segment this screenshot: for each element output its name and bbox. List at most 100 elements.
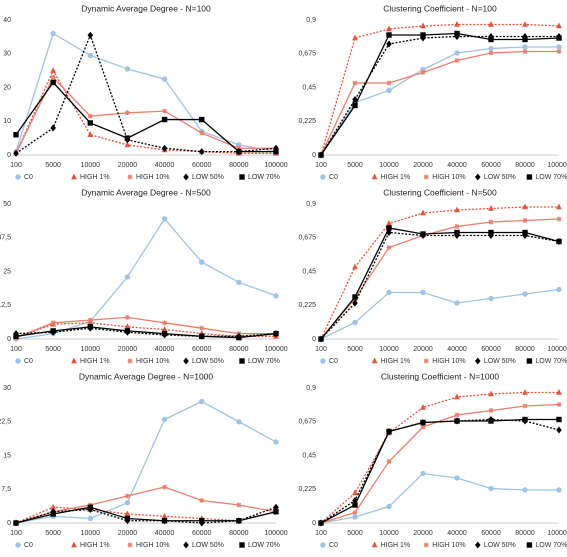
- x-tick-label: 60000: [192, 530, 212, 537]
- y-tick-label: 40: [3, 17, 11, 24]
- legend-label: HIGH 10%: [432, 174, 465, 181]
- marker: [420, 404, 426, 410]
- series-line: [15, 76, 276, 154]
- legend-marker: [526, 174, 533, 180]
- marker: [162, 320, 167, 326]
- y-tick-label: 20: [3, 84, 11, 91]
- y-tick-label: 0: [7, 520, 11, 527]
- marker: [199, 398, 205, 405]
- legend-marker: [423, 542, 429, 548]
- x-tick-label: 10000: [81, 530, 101, 537]
- legend-label: LOW 70%: [248, 542, 280, 549]
- marker: [161, 416, 168, 423]
- marker: [162, 484, 167, 490]
- marker: [87, 515, 93, 522]
- marker: [488, 21, 494, 27]
- x-tick-label: 10000: [81, 162, 101, 169]
- x-tick-label: 100: [10, 162, 22, 169]
- y-tick-label: 0,225: [298, 118, 316, 125]
- marker: [386, 32, 392, 38]
- series-line: [15, 32, 277, 153]
- marker: [273, 439, 279, 445]
- marker: [352, 514, 358, 520]
- x-tick-label: 20000: [118, 530, 138, 537]
- legend-label: HIGH 10%: [136, 174, 169, 181]
- x-tick-label: 80000: [515, 162, 535, 169]
- marker: [273, 148, 279, 155]
- legend-label: HIGH 1%: [381, 358, 411, 365]
- chart-title: Clustering Coefficient - N=500: [383, 187, 497, 197]
- legend-label: C0: [24, 542, 33, 549]
- legend-label: HIGH 1%: [381, 542, 411, 549]
- marker: [352, 263, 358, 270]
- marker: [236, 334, 242, 341]
- x-tick-label: 20000: [413, 346, 433, 353]
- y-tick-label: 22,5: [0, 419, 11, 426]
- series-line: [320, 32, 560, 156]
- marker: [454, 30, 460, 37]
- x-tick-label: 100000: [547, 162, 567, 169]
- y-tick-label: 30: [3, 385, 11, 392]
- marker: [522, 49, 528, 54]
- x-tick-label: 5000: [347, 162, 363, 169]
- legend-label: HIGH 10%: [136, 358, 169, 365]
- marker: [420, 419, 426, 426]
- marker: [161, 116, 168, 123]
- marker: [386, 25, 392, 32]
- marker: [161, 76, 168, 82]
- legend-label: C0: [329, 174, 338, 181]
- marker: [454, 206, 460, 213]
- x-tick-label: 100: [315, 346, 327, 353]
- series-line: [15, 486, 277, 524]
- marker: [556, 238, 562, 245]
- series-line: [320, 391, 559, 524]
- marker: [125, 315, 130, 320]
- marker: [161, 330, 168, 337]
- legend-label: LOW 70%: [535, 358, 567, 365]
- legend-label: LOW 70%: [535, 542, 567, 549]
- marker: [199, 130, 205, 136]
- series-line: [320, 418, 559, 524]
- marker: [488, 45, 494, 52]
- marker: [352, 319, 358, 326]
- series-line: [320, 23, 560, 156]
- marker: [454, 418, 460, 424]
- legend-label: HIGH 1%: [80, 358, 110, 365]
- marker: [87, 120, 93, 126]
- legend-marker: [183, 357, 189, 365]
- legend-marker: [475, 173, 481, 181]
- marker: [488, 390, 494, 397]
- marker: [556, 487, 562, 493]
- x-tick-label: 100000: [547, 530, 567, 537]
- marker: [420, 424, 426, 430]
- legend-label: HIGH 1%: [381, 174, 411, 181]
- marker: [386, 225, 392, 231]
- marker: [454, 412, 460, 418]
- marker: [13, 149, 19, 157]
- legend-marker: [371, 541, 378, 548]
- x-tick-label: 20000: [118, 346, 138, 353]
- x-tick-label: 100000: [264, 162, 287, 169]
- legend-marker: [71, 357, 77, 364]
- marker: [420, 209, 426, 216]
- series-line: [15, 33, 277, 154]
- marker: [352, 489, 358, 496]
- marker: [488, 205, 494, 211]
- marker: [273, 293, 279, 299]
- x-tick-label: 20000: [413, 162, 433, 169]
- legend-label: HIGH 10%: [432, 542, 465, 549]
- marker: [318, 152, 324, 158]
- legend-label: LOW 50%: [192, 174, 224, 181]
- x-tick-label: 10000: [379, 530, 399, 537]
- y-tick-label: 30: [3, 51, 11, 58]
- marker: [236, 148, 242, 155]
- marker: [488, 50, 494, 56]
- marker: [87, 504, 93, 510]
- marker: [87, 31, 94, 39]
- x-tick-label: 60000: [192, 346, 212, 353]
- x-tick-label: 40000: [447, 530, 467, 537]
- legend-label: HIGH 10%: [432, 358, 465, 365]
- y-tick-label: 0,675: [298, 419, 316, 426]
- marker: [420, 32, 426, 38]
